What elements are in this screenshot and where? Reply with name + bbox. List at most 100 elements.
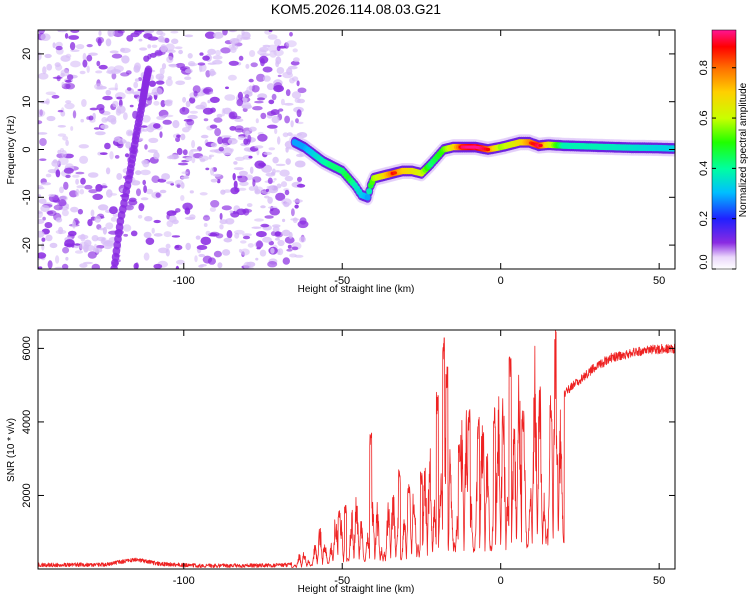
noise-speckle	[155, 192, 161, 198]
noise-speckle	[70, 60, 81, 68]
noise-speckle	[252, 179, 256, 187]
noise-speckle	[238, 55, 244, 61]
noise-speckle	[229, 125, 237, 131]
noise-speckle	[147, 44, 152, 49]
noise-speckle	[55, 255, 60, 264]
noise-speckle	[291, 76, 299, 82]
noise-speckle	[297, 176, 302, 182]
noise-speckle	[199, 52, 204, 56]
y-tick-label: 0	[21, 146, 33, 152]
noise-speckle	[57, 125, 66, 128]
noise-speckle	[272, 226, 280, 233]
noise-speckle	[236, 34, 243, 42]
noise-speckle	[243, 261, 252, 269]
noise-speckle	[110, 216, 117, 222]
noise-speckle	[276, 67, 285, 74]
noise-speckle	[240, 240, 247, 244]
noise-speckle	[52, 76, 63, 80]
noise-speckle	[170, 30, 179, 34]
noise-speckle	[38, 109, 46, 118]
noise-speckle	[117, 30, 125, 34]
noise-speckle	[210, 200, 220, 208]
noise-speckle	[175, 265, 180, 269]
noise-speckle	[209, 207, 216, 212]
noise-speckle	[79, 263, 88, 268]
noise-speckle	[47, 260, 53, 269]
noise-speckle	[294, 160, 306, 168]
noise-speckle	[180, 176, 190, 179]
noise-speckle	[65, 79, 72, 83]
noise-speckle	[124, 153, 130, 158]
noise-speckle	[175, 80, 186, 86]
noise-speckle	[185, 242, 191, 251]
y-tick-label: 6000	[21, 336, 33, 360]
noise-speckle	[182, 96, 187, 103]
noise-speckle	[166, 220, 174, 228]
noise-speckle	[274, 237, 280, 241]
noise-speckle	[278, 108, 284, 112]
noise-speckle	[276, 249, 281, 255]
noise-speckle	[112, 100, 119, 108]
noise-speckle	[291, 208, 295, 217]
noise-speckle	[161, 173, 171, 180]
noise-speckle	[45, 234, 53, 242]
noise-speckle	[240, 36, 251, 40]
noise-speckle	[153, 100, 160, 106]
noise-speckle	[203, 118, 209, 122]
noise-speckle	[165, 243, 171, 249]
noise-speckle	[130, 32, 140, 38]
noise-speckle	[94, 131, 106, 136]
noise-speckle	[260, 58, 265, 67]
colorbar-tick-label: 0.2	[698, 211, 710, 226]
noise-speckle	[202, 88, 212, 94]
noise-speckle	[122, 224, 132, 232]
noise-speckle	[75, 44, 85, 50]
noise-speckle	[40, 182, 52, 186]
noise-speckle	[57, 30, 61, 33]
noise-speckle	[93, 127, 101, 130]
noise-speckle	[278, 45, 287, 49]
noise-speckle	[256, 97, 266, 101]
noise-speckle	[282, 218, 286, 223]
noise-speckle	[134, 78, 140, 82]
noise-speckle	[124, 204, 134, 211]
noise-speckle	[222, 107, 232, 115]
noise-speckle	[74, 250, 84, 254]
noise-speckle	[273, 38, 282, 47]
noise-speckle	[116, 173, 123, 180]
noise-speckle	[282, 132, 289, 138]
noise-speckle	[60, 72, 65, 78]
noise-speckle	[187, 114, 198, 120]
noise-speckle	[39, 138, 47, 146]
noise-speckle	[95, 70, 103, 74]
noise-speckle	[109, 206, 118, 215]
noise-speckle	[230, 187, 239, 195]
noise-speckle	[88, 115, 94, 121]
noise-speckle	[181, 171, 189, 175]
noise-speckle	[79, 188, 85, 195]
signal-peak	[485, 147, 491, 152]
noise-speckle	[64, 33, 69, 39]
noise-speckle	[266, 83, 275, 91]
x-tick-label: 0	[498, 575, 504, 587]
x-tick-label: -100	[173, 275, 195, 287]
noise-speckle	[105, 167, 111, 175]
noise-speckle	[256, 231, 267, 238]
noise-speckle	[209, 124, 218, 129]
noise-speckle	[198, 155, 209, 162]
noise-speckle	[70, 206, 79, 213]
noise-speckle	[220, 135, 232, 138]
noise-speckle	[215, 49, 221, 56]
noise-speckle	[229, 210, 234, 214]
noise-speckle	[164, 37, 170, 44]
noise-speckle	[93, 243, 98, 252]
noise-speckle	[251, 85, 260, 93]
noise-speckle	[69, 42, 76, 51]
noise-speckle	[140, 169, 151, 176]
noise-speckle	[232, 173, 236, 181]
noise-speckle	[272, 156, 279, 164]
noise-speckle	[244, 94, 250, 99]
noise-speckle	[92, 193, 103, 200]
noise-speckle	[254, 218, 264, 222]
